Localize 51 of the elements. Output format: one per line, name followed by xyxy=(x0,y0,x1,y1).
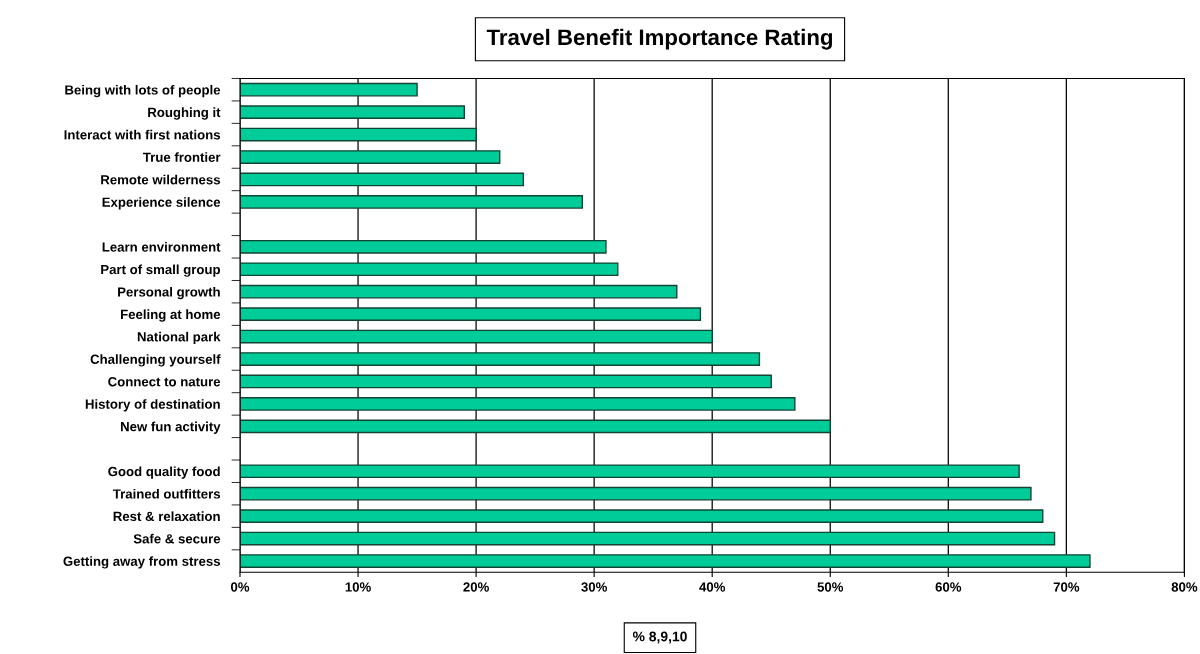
bar xyxy=(240,105,465,120)
bar xyxy=(240,195,584,209)
x-tick-label: 80% xyxy=(1171,582,1198,592)
y-tick-label: Safe & secure xyxy=(133,533,221,544)
x-tick-label: 10% xyxy=(345,582,371,592)
x-tick-label: 30% xyxy=(581,582,608,592)
y-tick-label: Good quality food xyxy=(108,466,220,479)
y-tick-label: History of destination xyxy=(85,399,220,412)
x-tick-label: 40% xyxy=(699,582,726,592)
bar xyxy=(240,172,525,187)
y-tick-label: Trained outfitters xyxy=(112,488,221,499)
bar xyxy=(240,127,477,142)
bar xyxy=(240,419,831,434)
bar xyxy=(240,150,501,164)
bar xyxy=(240,486,1032,501)
y-tick-label: National park xyxy=(137,331,221,345)
x-tick-label: 60% xyxy=(935,582,962,592)
bar xyxy=(240,554,1091,568)
y-tick-label: Learn environment xyxy=(102,242,221,252)
bar xyxy=(240,329,713,344)
x-axis-title: % 8,9,10 xyxy=(632,631,687,644)
bar xyxy=(240,509,1044,524)
bar xyxy=(240,352,761,366)
bar xyxy=(240,397,796,411)
y-tick-label: Experience silence xyxy=(102,197,221,210)
chart-title: Travel Benefit Importance Rating xyxy=(486,28,833,50)
bar xyxy=(240,464,1020,479)
y-tick-label: Interact with first nations xyxy=(64,129,221,140)
y-tick-label: Feeling at home xyxy=(121,309,221,322)
x-tick-label: 20% xyxy=(463,582,489,592)
y-tick-label: Challenging yourself xyxy=(90,354,221,367)
y-tick-label: Remote wilderness xyxy=(101,174,221,185)
bar xyxy=(240,307,702,322)
y-tick-label: New fun activity xyxy=(121,421,221,434)
y-tick-label: Personal growth xyxy=(118,286,220,300)
y-tick-label: True frontier xyxy=(142,152,221,162)
bar xyxy=(240,531,1056,546)
bar xyxy=(240,284,678,299)
bar xyxy=(240,239,607,254)
x-tick-label: 0% xyxy=(230,582,250,592)
y-tick-label: Connect to nature xyxy=(108,377,221,387)
y-tick-label: Roughing it xyxy=(148,107,221,120)
x-tick-label: 70% xyxy=(1053,582,1080,592)
bar xyxy=(240,374,772,389)
y-tick-label: Part of small group xyxy=(101,264,221,277)
bar xyxy=(240,82,418,97)
y-tick-label: Rest & relaxation xyxy=(113,511,220,522)
bar xyxy=(240,262,619,277)
y-tick-label: Getting away from stress xyxy=(63,556,221,569)
y-tick-label: Being with lots of people xyxy=(65,84,221,98)
x-tick-label: 50% xyxy=(817,582,844,592)
